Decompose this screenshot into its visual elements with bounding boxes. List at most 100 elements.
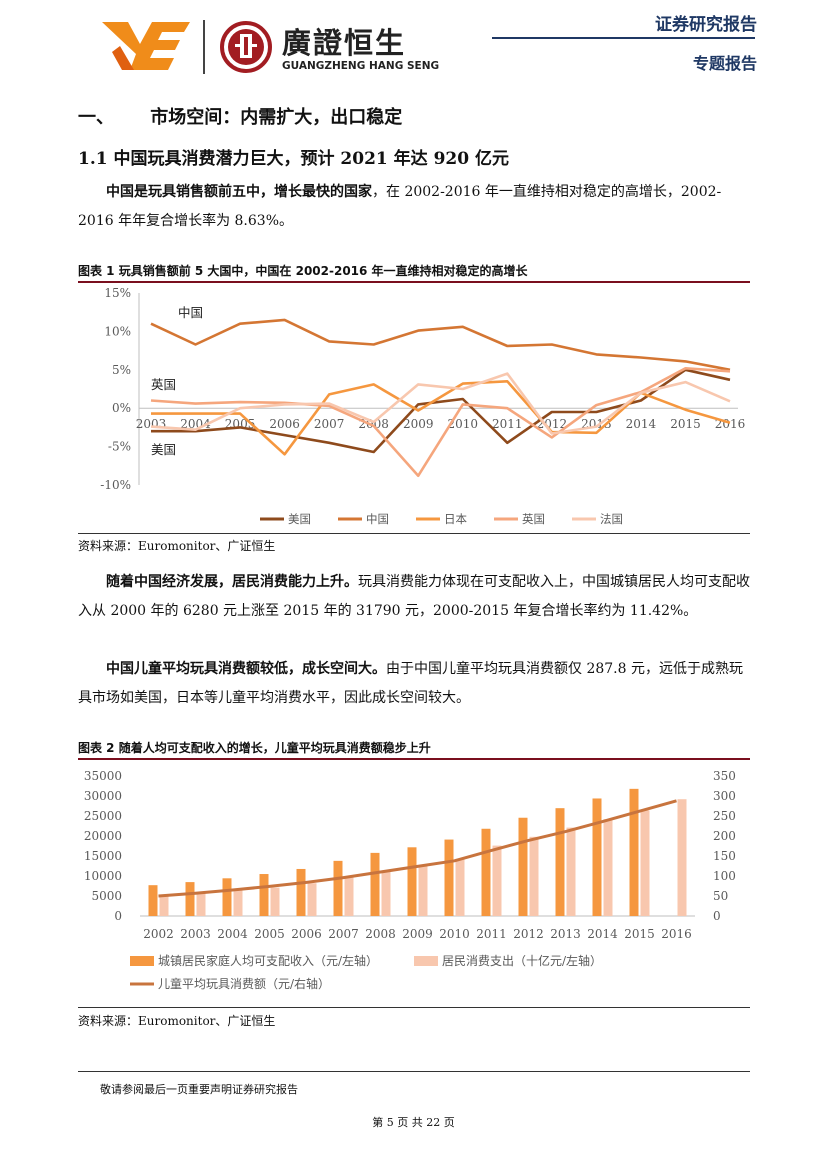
x-tick-label: 2015 [624,927,655,941]
x-tick-label: 2016 [661,927,692,941]
x-tick-label: 2002 [143,927,174,941]
bar-consumption [677,799,687,916]
bar-income [222,878,232,916]
x-tick-label: 2004 [180,417,211,431]
bar-income [148,885,158,916]
x-tick-label: 2010 [439,927,470,941]
bar-income [185,882,195,916]
figure-2-source: 资料来源：Euromonitor、广证恒生 [78,1014,276,1028]
figure-1-source: 资料来源：Euromonitor、广证恒生 [78,539,276,553]
footer-disclaimer: 敬请参阅最后一页重要声明证券研究报告 [100,1083,298,1096]
x-tick-label: 2007 [328,927,359,941]
subsection-heading: 1.1 中国玩具消费潜力巨大，预计 2021 年达 920 亿元 [78,149,509,169]
x-tick-label: 2008 [365,927,396,941]
y-left-tick-label: 30000 [84,789,122,803]
x-tick-label: 2012 [513,927,544,941]
section-heading: 一、 市场空间：内需扩大，出口稳定 [78,103,402,129]
bar-consumption [159,894,169,916]
bar-income [259,874,269,916]
legend-label: 居民消费支出（十亿元/左轴） [442,953,602,968]
chart-annotation: 美国 [151,442,176,457]
bar-income [518,817,528,916]
legend-swatch-income [130,956,154,966]
figure-1-top-rule [78,281,750,283]
x-tick-label: 2009 [402,927,433,941]
legend-label: 中国 [366,512,389,526]
seal-icon [220,21,272,73]
bar-consumption [492,845,502,916]
paragraph-1-lead: 中国是玩具销售额前五中，增长最快的国家 [106,184,372,200]
x-tick-label: 2011 [492,417,523,431]
x-tick-label: 2003 [136,417,167,431]
bar-income [629,788,639,916]
legend-label: 城镇居民家庭人均可支配收入（元/左轴） [158,953,378,968]
bar-income [370,852,380,916]
company-logo: 廣證恒生 GUANGZHENG HANG SENG [100,18,450,78]
y-right-tick-label: 50 [713,889,728,903]
bar-income [481,828,491,916]
x-tick-label: 2005 [254,927,285,941]
y-right-tick-label: 200 [713,829,736,843]
x-tick-label: 2010 [447,417,478,431]
report-subtype: 专题报告 [692,54,757,73]
bar-consumption [640,810,650,916]
report-type: 证券研究报告 [655,15,757,35]
x-tick-label: 2006 [291,927,322,941]
series-line-中国 [150,318,731,372]
footer-rule [78,1071,750,1072]
x-tick-label: 2015 [670,417,701,431]
y-right-tick-label: 250 [713,809,736,823]
logo-text-cn: 廣證恒生 [282,26,407,60]
x-tick-label: 2014 [587,927,618,941]
paragraph-3-text: 由于中国儿童平均玩具消费额仅 287.8 元，远低于成熟玩具市场如美国，日本等儿… [78,661,743,706]
paragraph-2: 随着中国经济发展，居民消费能力上升。玩具消费能力体现在可支配收入上，中国城镇居民… [78,568,750,626]
y-right-tick-label: 300 [713,789,736,803]
bar-consumption [233,890,243,916]
bar-consumption [418,865,428,916]
figure-1-title: 图表 1 玩具销售额前 5 大国中，中国在 2002-2016 年一直维持相对稳… [78,264,528,278]
x-tick-label: 2011 [476,927,507,941]
bar-consumption [529,836,539,916]
y-left-tick-label: 35000 [84,769,122,783]
figure-2-top-rule [78,758,750,760]
figure-2-title: 图表 2 随着人均可支配收入的增长，儿童平均玩具消费额稳步上升 [78,741,431,755]
bar-income [407,847,417,916]
figure-1-line-chart: 15%10%5%0%-5%-10%2003 2004 2005 2006 2007 200… [100,286,745,526]
y-tick-label: -5% [108,440,131,454]
y-tick-label: 5% [112,363,131,377]
bar-income [296,868,306,916]
paragraph-1: 中国是玩具销售额前五中，增长最快的国家，在 2002-2016 年一直维持相对稳… [78,178,750,236]
y-left-tick-label: 20000 [84,829,122,843]
bar-consumption [381,870,391,916]
y-tick-label: 0% [112,401,131,415]
x-tick-label: 2014 [626,417,657,431]
legend-swatch-consumption [414,956,438,966]
legend-label: 法国 [600,512,623,526]
bar-consumption [270,887,280,916]
bar-consumption [603,819,613,916]
header-divider [492,37,755,39]
bar-income [592,798,602,916]
y-tick-label: 10% [104,324,131,338]
y-right-tick-label: 150 [713,849,736,863]
paragraph-3-lead: 中国儿童平均玩具消费额较低，成长空间大。 [106,661,386,677]
bar-income [555,808,565,916]
bar-consumption [196,892,206,916]
bar-income [444,839,454,916]
y-left-tick-label: 0 [114,909,122,923]
section-number: 一、 [78,107,114,128]
legend-label: 英国 [522,512,545,526]
logo-text-en: GUANGZHENG HANG SENG [282,60,440,72]
paragraph-2-lead: 随着中国经济发展，居民消费能力上升。 [106,574,358,590]
y-tick-label: -10% [100,478,131,492]
paragraph-3: 中国儿童平均玩具消费额较低，成长空间大。由于中国儿童平均玩具消费额仅 287.8… [78,655,750,713]
figure-1-bottom-rule [78,533,750,534]
y-left-tick-label: 25000 [84,809,122,823]
bar-consumption [344,877,354,916]
x-tick-label: 2008 [358,417,389,431]
y-tick-label: 15% [104,286,131,300]
page-number: 第 5 页 共 22 页 [372,1116,455,1129]
series-line-美国 [151,368,731,454]
section-title: 市场空间：内需扩大，出口稳定 [150,107,403,128]
x-tick-label: 2012 [537,417,568,431]
